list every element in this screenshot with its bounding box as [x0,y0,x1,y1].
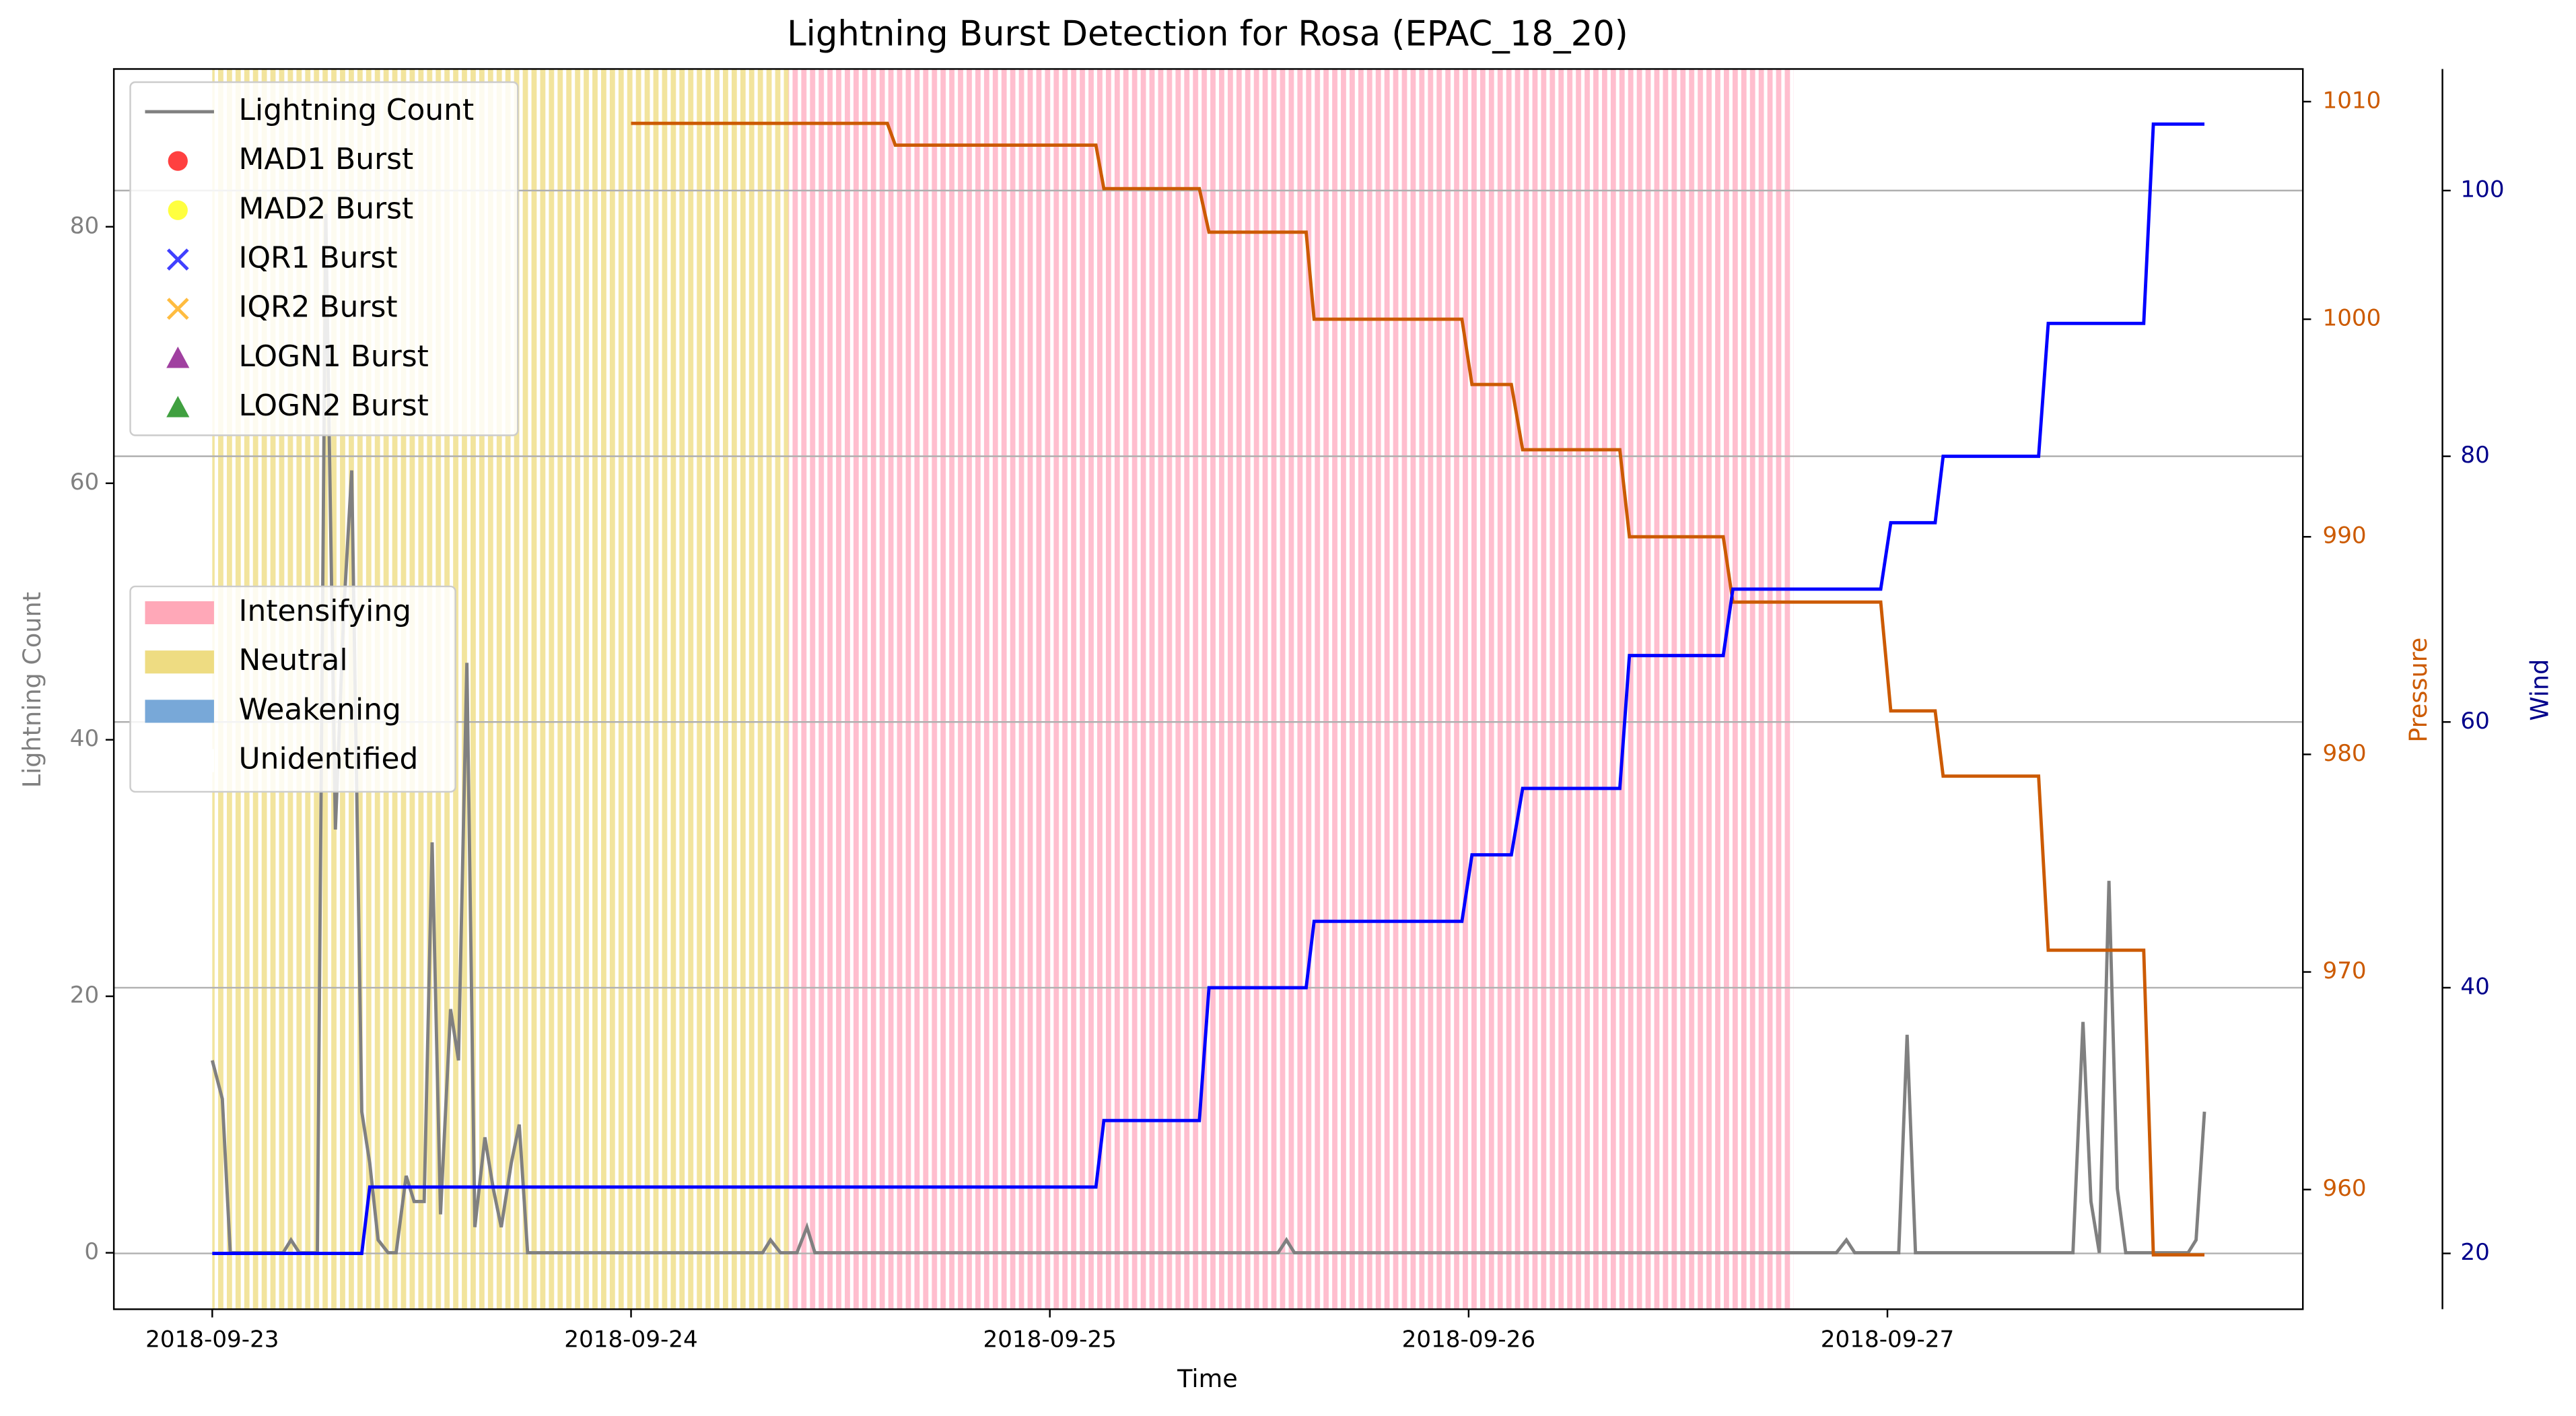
phase-span [788,69,1794,1310]
series-line [631,121,2205,1257]
legend-marker [166,395,190,417]
y3-tick-label: 80 [2460,442,2489,469]
legend-label: Neutral [239,643,348,677]
x-axis-label: Time [1177,1364,1238,1393]
y-tick-label: 0 [84,1238,99,1265]
y2-axis-label: Pressure [2404,638,2433,743]
legend-label: LOGN1 Burst [239,339,429,374]
x-tick-label: 2018-09-23 [145,1326,279,1353]
legend-label: Unidentified [239,742,419,776]
legend-label: IQR2 Burst [239,290,398,325]
legend-marker [166,346,190,368]
y-axis-label: Lightning Count [18,592,46,788]
series-line [212,122,2205,1255]
x-tick-label: 2018-09-25 [983,1326,1116,1353]
y3-tick-label: 100 [2460,176,2504,203]
y-tick-label: 40 [70,725,99,752]
legend-label: MAD1 Burst [239,142,414,176]
legend-marker [168,151,188,171]
legend-label: Weakening [239,692,401,727]
y-tick-label: 20 [70,982,99,1009]
legends: Lightning Count MAD1 Burst MAD2 Burst IQR1 … [129,81,519,793]
axes: 2018-09-23 2018-09-24 2018-09-25 2018-09-26… [70,87,2505,1353]
x-tick-label: 2018-09-27 [1821,1326,1954,1353]
legend-label: LOGN2 Burst [239,389,429,423]
y2-tick-label: 970 [2322,957,2366,984]
x-tick-label: 2018-09-26 [1402,1326,1535,1353]
legend-label: Intensifying [239,594,411,628]
legend-marker [166,298,189,321]
y2-tick-label: 980 [2322,740,2366,767]
y2-tick-label: 1000 [2322,305,2381,332]
plot-frame [112,68,2304,1310]
legend-swatch [145,749,214,772]
y-tick-label: 80 [70,212,99,239]
legend-swatch [145,650,214,674]
y3-axis-label: Wind [2525,659,2554,721]
legend-box [129,585,456,793]
y3-tick-label: 20 [2460,1239,2489,1266]
y-tick-label: 60 [70,469,99,496]
chart-title: Lightning Burst Detection for Rosa (EPAC… [787,14,1628,55]
x-tick-label: 2018-09-24 [564,1326,697,1353]
legend-label: Lightning Count [239,93,475,127]
y2-tick-label: 1010 [2322,87,2381,114]
y2-tick-label: 990 [2322,522,2366,549]
legend-label: IQR1 Burst [239,240,398,275]
legend-label: MAD2 Burst [239,191,414,226]
y3-tick-label: 40 [2460,973,2489,1000]
legend-marker [168,200,188,220]
legend-swatch [145,601,214,625]
legend-box [129,81,519,436]
legend-swatch [145,700,214,723]
y3-tick-label: 60 [2460,708,2489,735]
legend-marker [166,248,189,271]
y2-tick-label: 960 [2322,1175,2366,1202]
